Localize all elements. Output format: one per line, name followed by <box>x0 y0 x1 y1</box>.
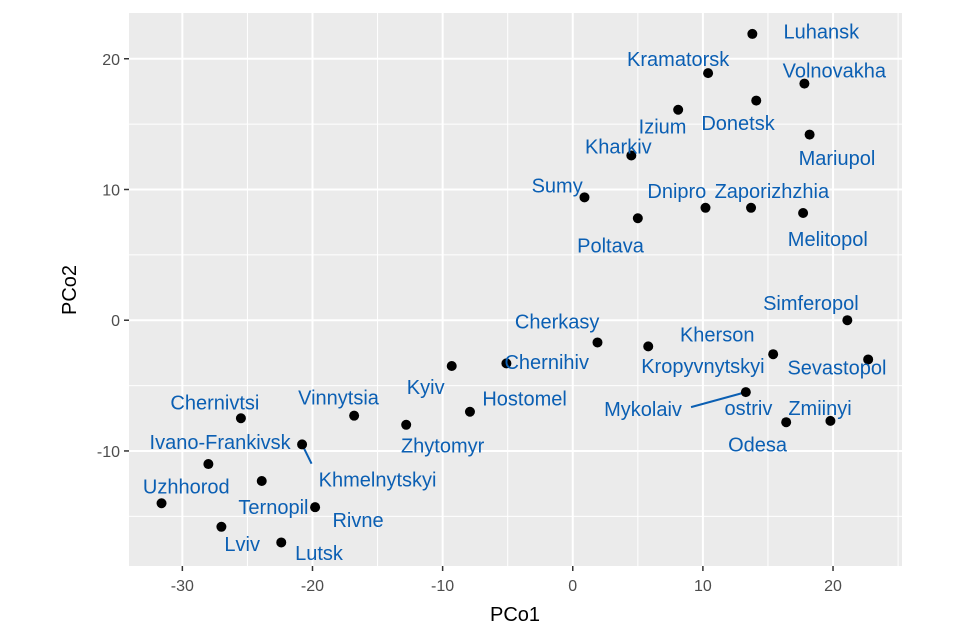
x-tick-label: 10 <box>694 578 712 595</box>
data-point <box>401 419 412 430</box>
point-label: Ivano-Frankivsk <box>150 432 292 454</box>
data-point <box>216 521 227 532</box>
data-point <box>798 208 809 219</box>
data-points <box>156 28 874 548</box>
data-point <box>501 358 512 369</box>
data-point <box>626 150 637 161</box>
point-label: Cherkasy <box>515 312 599 334</box>
data-point <box>799 78 810 89</box>
point-label: Zhytomyr <box>401 436 485 458</box>
data-point <box>751 95 762 106</box>
point-label: Uzhhorod <box>143 476 230 498</box>
label-leader-line <box>690 391 747 409</box>
data-point <box>592 337 603 348</box>
data-point <box>746 202 757 213</box>
point-label: Kramatorsk <box>627 49 730 71</box>
y-tick-label: 0 <box>111 313 120 330</box>
point-label: Mykolaiv <box>604 399 682 421</box>
minor-gridlines <box>129 13 902 566</box>
point-labels: Luhansk Kramatorsk Volnovakha Izium Donetsk K… <box>143 21 887 565</box>
point-label: Zmiinyi <box>788 398 851 420</box>
point-label: Luhansk <box>784 21 861 43</box>
data-point <box>700 202 711 213</box>
x-tick-label: -30 <box>171 578 194 595</box>
data-point <box>825 415 836 426</box>
point-label: Lutsk <box>295 543 344 565</box>
point-label: Lviv <box>224 534 260 556</box>
data-point <box>310 502 321 513</box>
point-label: Poltava <box>577 236 645 258</box>
point-label: Zaporizhzhia <box>715 181 830 203</box>
x-tick-label: -10 <box>431 578 454 595</box>
point-label: Khmelnytskyi <box>319 470 437 492</box>
data-point <box>579 192 590 203</box>
plot-panel <box>129 13 902 566</box>
point-label: Rivne <box>332 510 383 532</box>
data-point <box>235 413 246 424</box>
point-label: Kropyvnytskyi <box>641 356 764 378</box>
data-point <box>256 476 267 487</box>
point-label: Chernivtsi <box>170 393 259 415</box>
point-label: Volnovakha <box>783 61 887 83</box>
point-label: Dnipro <box>647 181 706 203</box>
data-point <box>446 360 457 371</box>
data-point <box>863 354 874 365</box>
point-label: Simferopol <box>763 293 859 315</box>
data-point <box>643 341 654 352</box>
data-point <box>842 315 853 326</box>
data-point <box>349 410 360 421</box>
data-point <box>740 387 751 398</box>
data-point <box>276 537 287 548</box>
point-label: Sevastopol <box>787 357 886 379</box>
data-point <box>297 439 308 450</box>
point-label: Izium <box>639 117 687 139</box>
point-label: Vinnytsia <box>298 387 380 409</box>
point-label: Donetsk <box>701 113 775 135</box>
point-label: Hostomel <box>482 389 566 411</box>
point-label: Odesa <box>728 434 788 456</box>
data-point <box>768 349 779 360</box>
data-point <box>156 498 167 509</box>
point-label: ostriv <box>725 398 773 420</box>
point-label: Kherson <box>680 325 755 347</box>
data-point <box>747 28 758 39</box>
x-axis-title: PCo1 <box>490 604 540 626</box>
axis-ticks <box>124 58 834 571</box>
data-point <box>703 68 714 79</box>
data-point <box>781 417 792 428</box>
x-tick-label: 0 <box>568 578 577 595</box>
y-tick-label: 20 <box>102 52 120 69</box>
major-gridlines <box>129 13 902 566</box>
data-point <box>632 213 643 224</box>
point-label: Kharkiv <box>585 136 652 158</box>
data-point <box>804 129 815 140</box>
y-axis-title: PCo2 <box>59 265 81 315</box>
point-label: Mariupol <box>799 148 876 170</box>
y-tick-label: 10 <box>102 182 120 199</box>
point-label: Kyiv <box>407 377 445 399</box>
point-label: Chernihiv <box>504 352 588 374</box>
point-label: Sumy <box>532 176 583 198</box>
data-point <box>203 459 214 470</box>
x-tick-label: -20 <box>301 578 324 595</box>
y-tick-label: -10 <box>97 444 120 461</box>
x-tick-label: 20 <box>824 578 842 595</box>
data-point <box>464 406 475 417</box>
data-point <box>673 104 684 115</box>
point-label: Ternopil <box>238 497 308 519</box>
point-label: Melitopol <box>788 229 868 251</box>
axis-tick-labels: -30 -20 -10 0 10 20 -10 0 10 20 <box>97 52 842 595</box>
